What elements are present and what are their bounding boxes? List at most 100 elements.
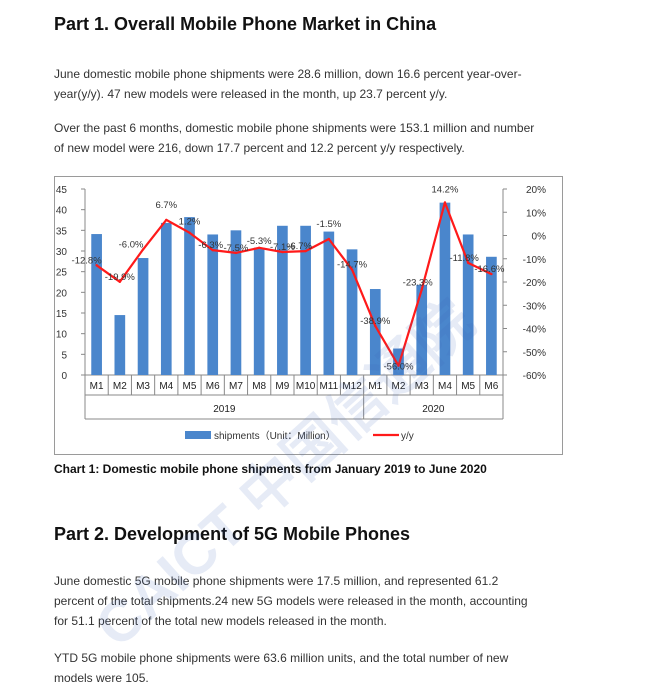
shipment-bar [439,202,451,375]
yoy-data-label: 14.2% [431,184,458,195]
yoy-data-label: 6.7% [155,200,177,211]
text-line: June domestic 5G mobile phone shipments … [54,574,499,588]
yoy-data-label: -7.5% [224,243,249,254]
shipment-bar [253,247,265,375]
left-axis-tick-label: 20 [56,288,68,299]
right-axis-tick-label: 20% [526,185,546,196]
yoy-data-label: -1.5% [316,219,341,230]
shipments-chart: 0 5 10 15 20 25 30 35 40 45 -60% -50% -40% -30% -20% -1… [56,184,547,442]
right-axis-tick-label: 10% [526,208,546,219]
yoy-point [490,272,493,276]
right-axis-tick-label: -30% [523,301,546,312]
shipment-bar [277,225,288,375]
yoy-data-label: 1.2% [179,217,201,228]
x-axis-category-label: M12 [342,381,362,392]
right-axis-tick-label: -20% [523,278,546,289]
shipment-bar [230,230,242,375]
x-axis-category-label: M8 [252,381,266,392]
yoy-point [118,280,122,283]
left-axis-tick-label: 5 [61,350,67,361]
yoy-data-label: -11.8% [449,253,479,264]
left-axis-tick-label: 25 [56,268,68,279]
yoy-data-label: -56.0% [383,362,414,373]
shipment-bar [184,217,195,375]
yoy-point [165,218,168,222]
yoy-point [211,248,214,252]
shipments-chart-frame: 0 5 10 15 20 25 30 35 40 45 -60% -50% -40% -30% -20% -1… [54,176,563,455]
yoy-data-label: -6.0% [119,239,144,250]
yoy-data-label: -6.3% [198,240,223,251]
x-axis-category-label: M10 [296,381,316,392]
yoy-point [397,364,400,367]
left-axis-tick-label: 35 [56,226,68,237]
shipment-bar [91,234,102,375]
shipment-bar [369,289,381,375]
shipment-bar [137,258,149,375]
x-axis-year-label: 2020 [422,404,445,415]
x-axis-category-label: M3 [415,381,429,392]
left-axis-tick-label: 40 [56,206,68,217]
shipment-bar [207,234,219,375]
x-axis-category-label: M1 [368,381,382,392]
part2-paragraph-2: YTD 5G mobile phone shipments were 63.6 … [54,648,574,688]
text-line: models were 105. [54,671,149,685]
left-axis-tick-label: 15 [56,309,68,320]
legend-yoy-label: y/y [401,431,414,442]
text-line: year(y/y). 47 new models were released i… [54,87,448,101]
shipment-bar [323,231,335,375]
right-axis-tick-label: -60% [523,371,546,382]
x-axis-category-label: M5 [183,381,197,392]
yoy-data-label: -38.9% [360,316,391,327]
yoy-point [350,268,354,271]
part1-title: Part 1. Overall Mobile Phone Market in C… [54,14,437,34]
x-axis-category-label: M4 [159,381,173,392]
text-line: YTD 5G mobile phone shipments were 63.6 … [54,651,509,665]
yoy-point [374,324,377,328]
x-axis-category-label: M3 [136,381,150,392]
x-axis-category-label: M6 [206,381,220,392]
yoy-point [466,261,470,265]
part1-paragraph-1: June domestic mobile phone shipments wer… [54,64,574,104]
yoy-point [327,237,331,241]
x-axis-category-label: M4 [438,381,452,392]
yoy-point [304,249,307,253]
text-line: Over the past 6 months, domestic mobile … [54,121,535,135]
text-line: percent of the total shipments.24 new 5G… [54,594,528,608]
x-axis-category-label: M9 [275,381,289,392]
x-axis-category-label: M1 [90,381,104,392]
left-axis-tick-label: 30 [56,247,68,258]
yoy-point [188,231,191,234]
right-axis-tick-label: -50% [523,348,546,359]
right-axis-tick-label: 0% [532,232,547,243]
chart-caption: Chart 1: Domestic mobile phone shipments… [54,462,487,476]
yoy-data-label: -14.7% [337,260,368,271]
right-axis-tick-label: -10% [523,255,546,266]
x-axis-category-label: M2 [113,381,127,392]
yoy-point [281,250,284,254]
yoy-point [141,248,145,251]
text-line: for 51.1 percent of the total new models… [54,614,387,628]
yoy-point [257,246,261,250]
yoy-data-label: -6.7% [287,241,312,252]
left-axis-tick-label: 10 [56,330,68,341]
left-axis-tick-label: 45 [56,185,68,196]
part2-paragraph-1: June domestic 5G mobile phone shipments … [54,571,574,631]
yoy-line [95,201,492,367]
yoy-data-label: -16.6% [474,264,505,275]
yoy-point [95,264,98,267]
text-line: June domestic mobile phone shipments wer… [54,67,522,81]
yoy-data-label: -5.3% [247,236,272,247]
x-axis-category-label: M7 [229,381,243,392]
legend-shipments-label: shipments（Unit：Million） [214,430,336,442]
x-axis-year-label: 2019 [213,404,236,415]
yoy-point [443,201,447,204]
shipment-bar [114,315,126,375]
yoy-point [420,288,423,291]
part2-title: Part 2. Development of 5G Mobile Phones [54,524,411,544]
part1-paragraph-2: Over the past 6 months, domestic mobile … [54,118,574,158]
shipment-bar [462,234,474,375]
text-line: of new model were 216, down 17.7 percent… [54,141,465,155]
shipment-bar [300,225,311,375]
shipment-bar [160,222,172,375]
yoy-data-label: -12.8% [72,255,103,266]
